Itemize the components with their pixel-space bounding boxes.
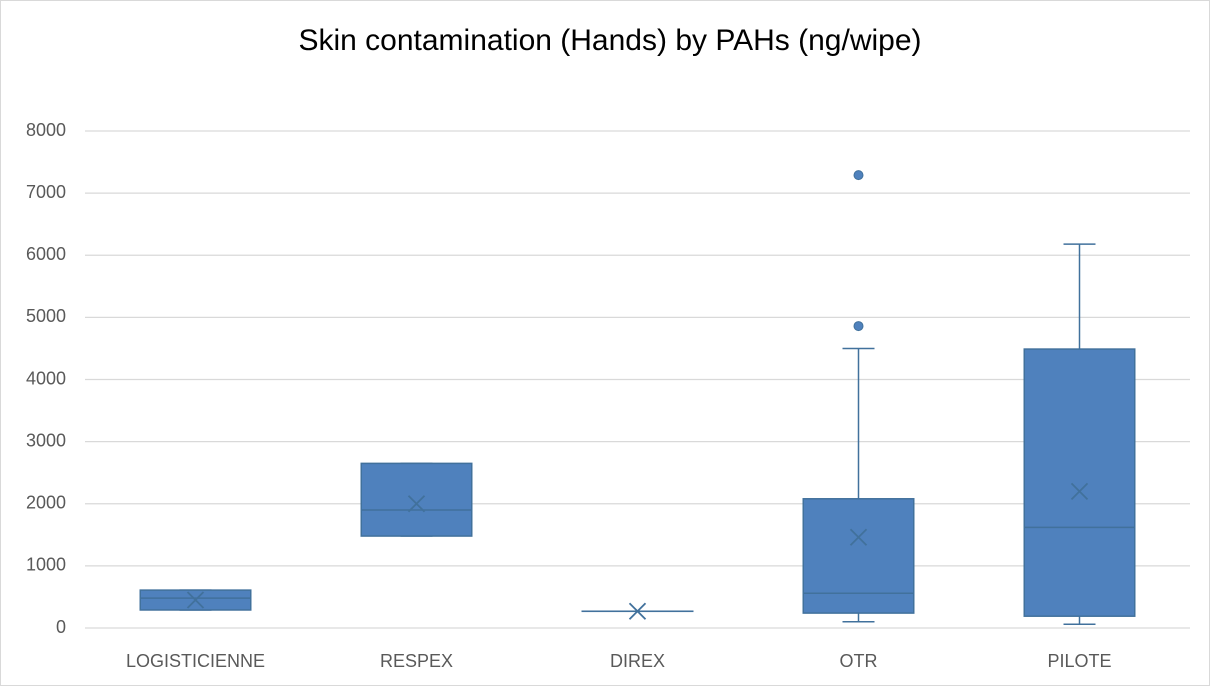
outlier [853, 321, 864, 332]
x-tick-label: PILOTE [1047, 651, 1111, 671]
y-tick-label: 6000 [26, 244, 66, 264]
mean-marker [186, 591, 205, 609]
mean-marker [407, 495, 426, 513]
mean-marker [1070, 482, 1089, 500]
mean-marker [628, 602, 647, 620]
mean-marker [849, 528, 868, 546]
y-tick-label: 5000 [26, 306, 66, 326]
y-tick-label: 3000 [26, 430, 66, 450]
x-tick-label: RESPEX [380, 651, 453, 671]
y-tick-label: 2000 [26, 493, 66, 513]
y-tick-label: 1000 [26, 555, 66, 575]
outlier [853, 170, 864, 181]
y-tick-label: 0 [56, 617, 66, 637]
x-tick-label: OTR [840, 651, 878, 671]
x-tick-label: LOGISTICIENNE [126, 651, 265, 671]
y-tick-label: 8000 [26, 120, 66, 140]
box [802, 498, 915, 614]
box [1023, 348, 1136, 617]
y-tick-label: 4000 [26, 368, 66, 388]
chart-title: Skin contamination (Hands) by PAHs (ng/w… [298, 24, 921, 57]
box [360, 462, 473, 537]
y-tick-label: 7000 [26, 182, 66, 202]
x-tick-label: DIREX [610, 651, 665, 671]
